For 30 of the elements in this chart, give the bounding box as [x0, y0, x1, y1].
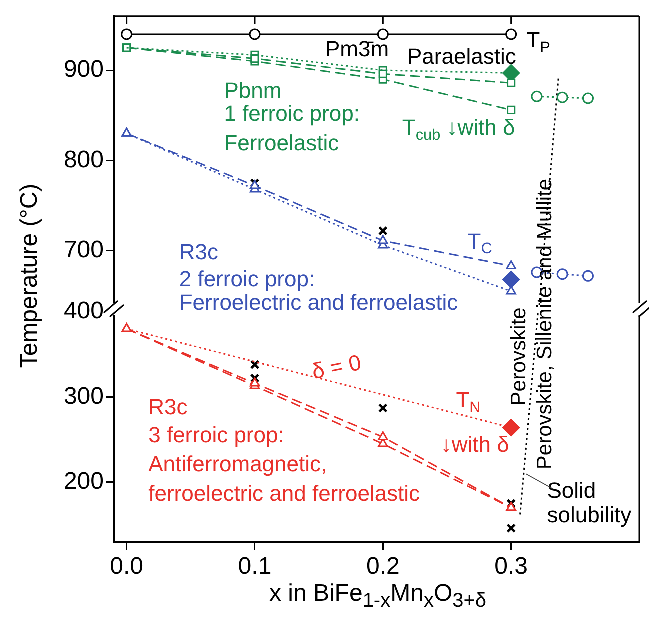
annotation: δ = 0: [310, 350, 364, 384]
x-tick-label: 0.3: [494, 553, 528, 580]
annotation: Pm3̄m: [325, 36, 390, 62]
annotation: Ferroelectric and ferroelastic: [179, 290, 458, 316]
annotation: ↓with δ: [440, 432, 510, 457]
annotation: 2 ferroic prop:: [179, 266, 316, 292]
annotation: R3c: [148, 394, 188, 420]
annotation: Antiferromagnetic,: [148, 451, 328, 476]
annotation: Perovskite: [507, 308, 530, 406]
annotation: 3 ferroic prop:: [148, 422, 284, 448]
x-tick-label: 0.1: [238, 553, 272, 580]
annotation: Solid: [547, 478, 596, 503]
y-tick-label: 800: [64, 146, 104, 174]
annotation: Ferroelastic: [224, 130, 340, 156]
annotation: Pbnm: [224, 78, 282, 104]
annotation: R3c: [179, 240, 218, 265]
annotation: solubility: [547, 502, 632, 528]
x-tick-label: 0.0: [110, 553, 144, 580]
y-tick-label: 700: [64, 236, 104, 264]
y-tick-label: 900: [64, 56, 104, 84]
y-tick-label: 400: [64, 298, 104, 325]
annotation: 1 ferroic prop:: [224, 100, 360, 126]
annotation: Paraelastic: [408, 44, 516, 69]
x-axis-title: x in BiFe$_{1-x}$Mn$_{x}$O$_{3+δ}$: [268, 580, 488, 613]
y-tick-label: 300: [64, 382, 104, 410]
y-tick-label: 200: [64, 468, 104, 495]
y-axis-title: Temperature (°C): [16, 182, 44, 370]
annotation: ferroelectric and ferroelastic: [148, 481, 420, 506]
annotation: Perovskite, Sillenite and Mullite: [534, 178, 557, 470]
x-tick-label: 0.2: [366, 553, 400, 580]
